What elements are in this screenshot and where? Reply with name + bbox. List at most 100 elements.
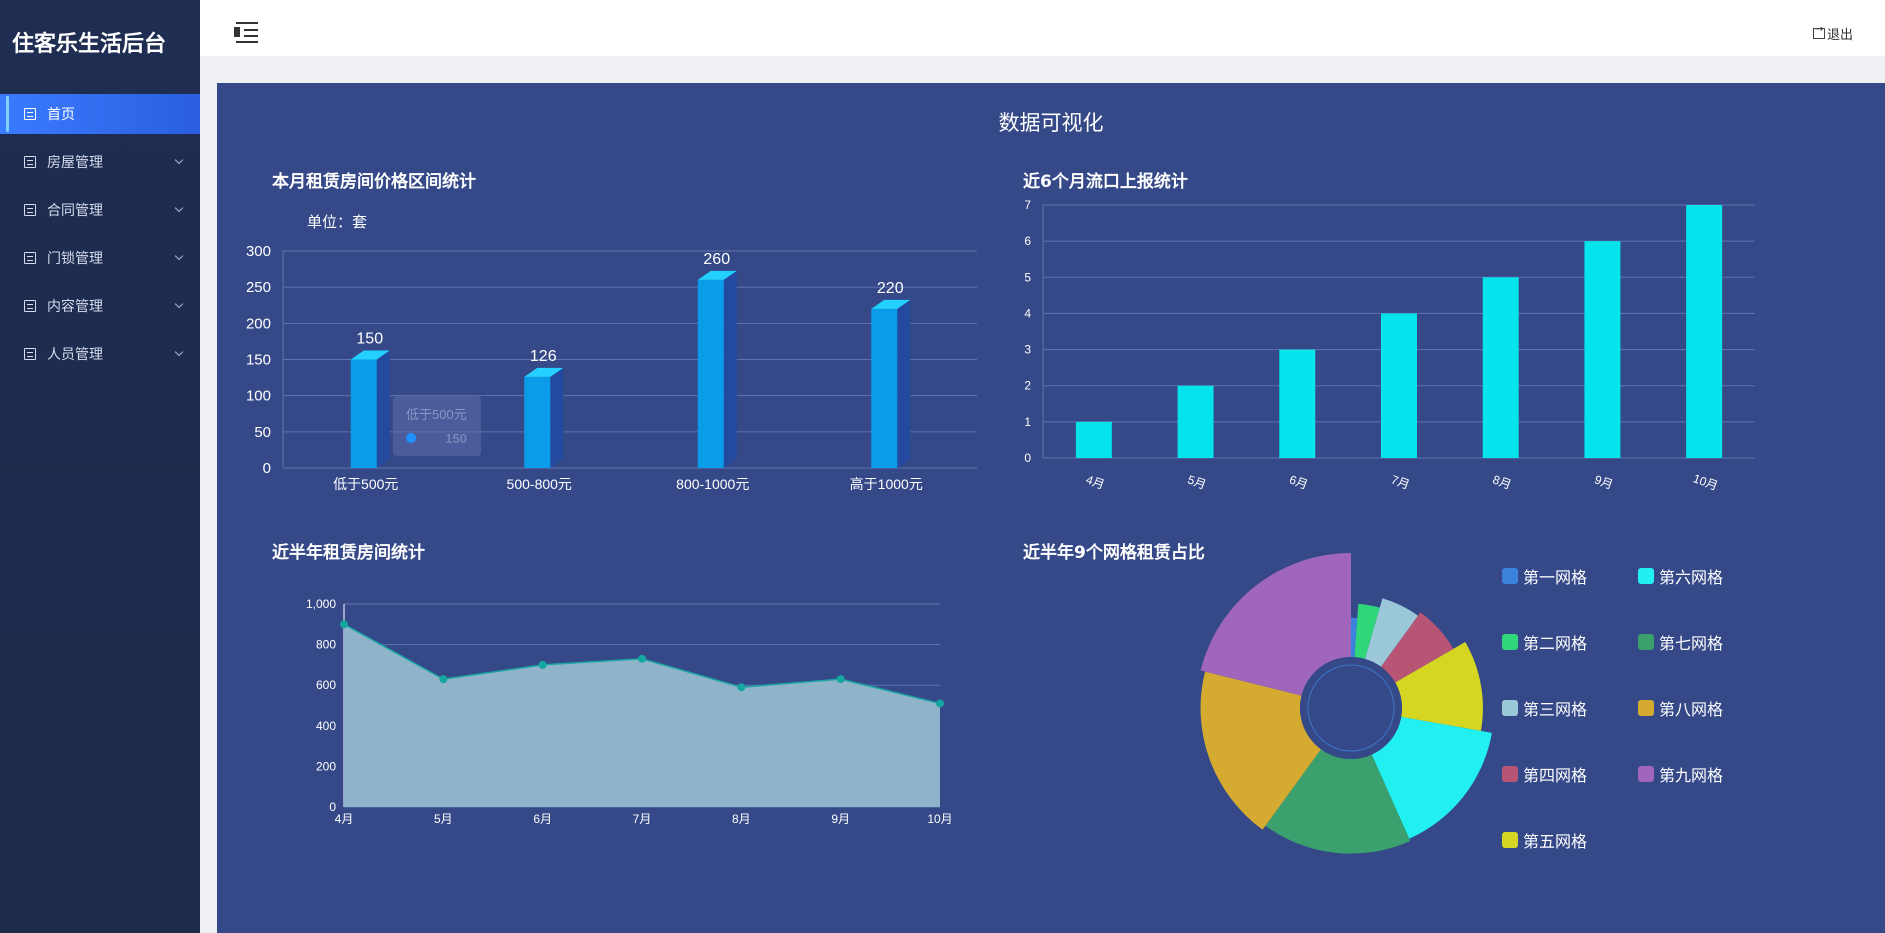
- price-range-title: 本月租赁房间价格区间统计: [272, 172, 476, 192]
- x-tick-label: 5月: [1186, 472, 1208, 492]
- legend-label: 第五网格: [1523, 832, 1588, 851]
- pie-slice: [1395, 642, 1483, 731]
- bar-top: [697, 270, 737, 280]
- top-bar: 退出: [200, 0, 1885, 56]
- data-point: [538, 660, 547, 669]
- sidebar-item-staff[interactable]: 人员管理: [0, 334, 200, 374]
- data-point: [936, 699, 944, 708]
- half-year-chart: 0 200 400 600 800 1,000 4月 5月 6月 7月 8月 9月 10月: [306, 597, 953, 826]
- sidebar-item-label: 合同管理: [47, 203, 103, 219]
- bar-side: [897, 299, 911, 468]
- x-tick-label: 800-1000元: [676, 476, 749, 492]
- y-tick-label: 2: [1024, 379, 1031, 393]
- x-tick-label: 低于500元: [333, 476, 398, 492]
- logout-button[interactable]: 退出: [1812, 24, 1853, 43]
- legend-swatch: [1638, 634, 1654, 650]
- collapse-menu-icon[interactable]: [234, 22, 258, 43]
- y-tick-label: 1,000: [306, 597, 336, 611]
- pie-slice: [1371, 716, 1492, 839]
- area-fill: [344, 624, 940, 807]
- document-icon: [24, 300, 36, 312]
- x-tick-label: 4月: [1084, 472, 1106, 492]
- y-tick-label: 300: [246, 243, 271, 260]
- y-tick-label: 0: [1024, 451, 1031, 465]
- x-tick-label: 10月: [927, 812, 952, 826]
- legend-item[interactable]: 第三网格: [1502, 696, 1587, 720]
- legend-label: 第一网格: [1523, 568, 1588, 587]
- sidebar-nav: 首页 房屋管理 合同管理 门锁管理 内容管理 人员管理: [0, 94, 200, 374]
- legend-swatch: [1502, 634, 1518, 650]
- sidebar-item-label: 内容管理: [47, 299, 103, 315]
- legend-item[interactable]: 第四网格: [1502, 762, 1587, 786]
- legend-swatch: [1502, 766, 1518, 782]
- legend-item[interactable]: 第二网格: [1502, 630, 1587, 654]
- pie-slice: [1200, 553, 1351, 696]
- pie-inner-ring: [1307, 664, 1395, 752]
- sidebar-item-home[interactable]: 首页: [0, 94, 200, 134]
- chevron-down-icon: [174, 155, 184, 165]
- sidebar-item-locks[interactable]: 门锁管理: [0, 238, 200, 278]
- y-tick-label: 6: [1024, 234, 1031, 248]
- bar: [697, 279, 724, 468]
- data-label: 220: [877, 280, 904, 297]
- legend-item[interactable]: 第一网格: [1502, 564, 1587, 588]
- page-title: 数据可视化: [998, 111, 1104, 135]
- reports-title: 近6个月流口上报统计: [1023, 172, 1188, 192]
- legend-swatch: [1638, 568, 1654, 584]
- chevron-down-icon: [174, 251, 184, 261]
- sidebar-item-housing[interactable]: 房屋管理: [0, 142, 200, 182]
- legend-label: 第二网格: [1523, 634, 1588, 653]
- sidebar-item-contracts[interactable]: 合同管理: [0, 190, 200, 230]
- pie-slice: [1380, 612, 1454, 683]
- x-tick-label: 10月: [1691, 471, 1720, 493]
- unit-label: 单位：套: [307, 214, 367, 231]
- bar: [524, 376, 551, 468]
- y-tick-label: 0: [263, 460, 271, 477]
- legend-item[interactable]: 第七网格: [1638, 630, 1723, 654]
- document-icon: [24, 204, 36, 216]
- legend-swatch: [1638, 766, 1654, 782]
- y-tick-label: 200: [246, 315, 271, 332]
- reports-chart: 0 1 2 3 4 5 6 7 4月 5月 6月 7月 8月 9月 10月: [1024, 198, 1755, 493]
- data-label: 260: [703, 251, 730, 268]
- bar: [1177, 385, 1214, 458]
- y-tick-label: 400: [316, 719, 336, 733]
- legend-item[interactable]: 第六网格: [1638, 564, 1723, 588]
- price-range-chart: 单位：套 0 50 100 150 200 250 300 150 低于500元 126 500-…: [246, 214, 977, 492]
- legend-item[interactable]: 第五网格: [1502, 828, 1587, 852]
- y-tick-label: 600: [316, 678, 336, 692]
- bar-side: [376, 350, 390, 468]
- half-year-title: 近半年租赁房间统计: [272, 543, 425, 563]
- legend-label: 第四网格: [1523, 766, 1588, 785]
- x-tick-label: 8月: [732, 812, 751, 826]
- logout-label: 退出: [1826, 28, 1853, 43]
- legend-item[interactable]: 第九网格: [1638, 762, 1723, 786]
- legend-swatch: [1502, 700, 1518, 716]
- data-label: 150: [356, 331, 383, 348]
- bar: [871, 308, 898, 468]
- pie-slice: [1354, 603, 1380, 659]
- document-icon: [24, 348, 36, 360]
- bar-top: [524, 367, 564, 377]
- bar: [1686, 205, 1723, 458]
- x-tick-label: 7月: [633, 812, 652, 826]
- bar: [1279, 349, 1316, 458]
- bar-side: [723, 270, 737, 468]
- tooltip-label: 低于500元: [406, 407, 467, 422]
- data-point: [638, 654, 646, 663]
- pie-slice: [1200, 671, 1322, 830]
- pie-slice: [1265, 749, 1411, 854]
- sidebar: 住客乐生活后台 首页 房屋管理 合同管理 门锁管理 内容管理 人员管理: [0, 0, 200, 933]
- sidebar-item-content[interactable]: 内容管理: [0, 286, 200, 326]
- bar: [1381, 313, 1417, 458]
- y-tick-label: 800: [316, 638, 336, 652]
- data-label: 126: [530, 348, 557, 365]
- document-icon: [24, 156, 36, 168]
- dashboard-panel: 数据可视化 本月租赁房间价格区间统计 近6个月流口上报统计 近半年租赁房间统计 …: [217, 83, 1885, 933]
- sidebar-item-label: 门锁管理: [47, 251, 103, 267]
- chevron-down-icon: [174, 299, 184, 309]
- legend-label: 第八网格: [1659, 700, 1724, 719]
- bar: [350, 359, 377, 468]
- x-tick-label: 6月: [1287, 472, 1309, 492]
- legend-item[interactable]: 第八网格: [1638, 696, 1723, 720]
